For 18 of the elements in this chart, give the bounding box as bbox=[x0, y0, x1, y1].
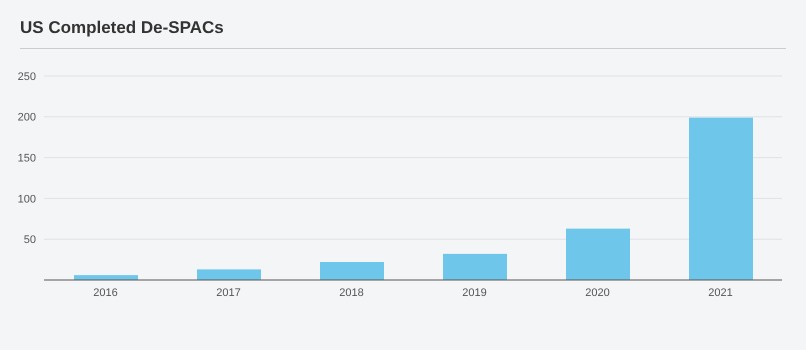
x-tick-label: 2017 bbox=[216, 286, 241, 299]
bar bbox=[197, 269, 261, 280]
bar bbox=[320, 262, 384, 280]
x-tick-label: 2021 bbox=[708, 286, 733, 299]
bar bbox=[566, 228, 630, 280]
chart-title: US Completed De-SPACs bbox=[20, 18, 224, 38]
x-tick-label: 2019 bbox=[462, 286, 487, 299]
y-tick-label: 200 bbox=[18, 112, 36, 124]
y-tick-label: 100 bbox=[18, 193, 36, 206]
y-tick-label: 150 bbox=[18, 152, 36, 165]
y-tick-label: 250 bbox=[18, 70, 36, 83]
bar bbox=[74, 275, 138, 280]
bar bbox=[443, 254, 507, 280]
x-tick-label: 2016 bbox=[93, 286, 118, 299]
y-tick-label: 50 bbox=[24, 234, 36, 246]
bar bbox=[689, 118, 753, 280]
x-tick-label: 2018 bbox=[339, 286, 364, 299]
x-tick-label: 2020 bbox=[585, 286, 610, 299]
